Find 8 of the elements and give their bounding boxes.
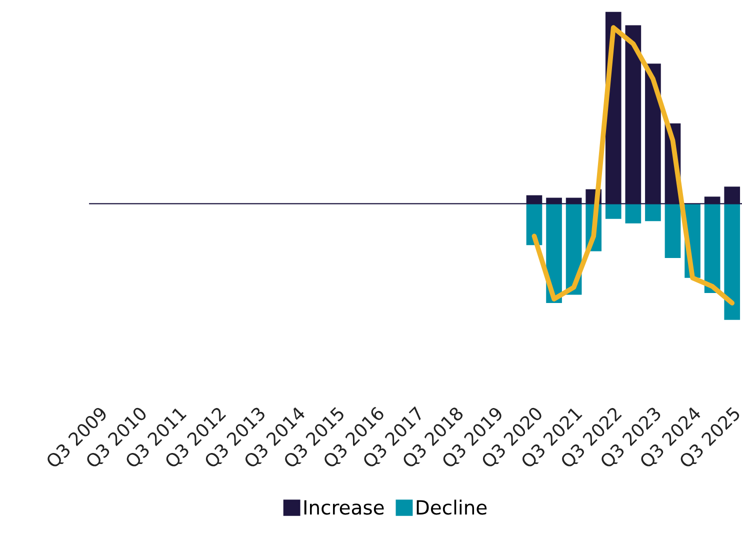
bar: [664, 204, 681, 258]
legend-label: Increase: [304, 500, 384, 515]
bar: [645, 204, 661, 222]
bar: [625, 204, 642, 224]
bar: [704, 204, 720, 294]
legend-label: Decline: [416, 500, 487, 515]
bar: [605, 204, 622, 219]
bar: [724, 204, 740, 320]
